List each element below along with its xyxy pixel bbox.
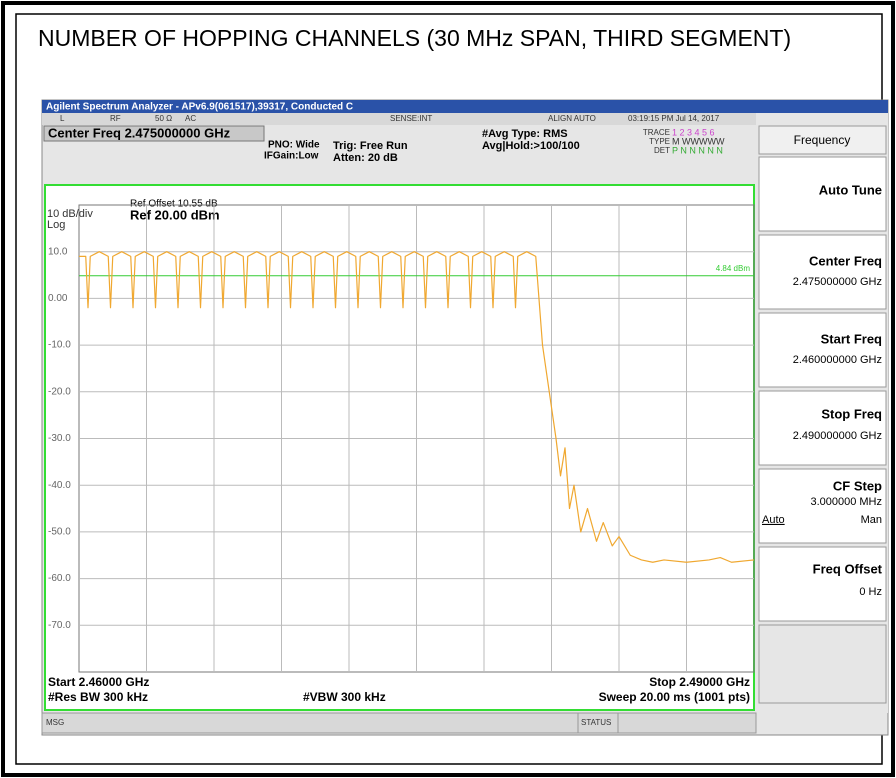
trig: Trig: Free Run (333, 140, 408, 152)
softkey-value: 2.460000000 GHz (793, 354, 882, 366)
vbw: #VBW 300 kHz (303, 690, 386, 704)
avg-hold: Avg|Hold:>100/100 (482, 140, 580, 152)
y-tick-label: 0.00 (48, 293, 68, 304)
sweep: Sweep 20.00 ms (1001 pts) (599, 690, 750, 704)
ifgain: IFGain:Low (264, 151, 319, 162)
softkey-value: 3.000000 MHz (810, 496, 882, 508)
det-label: DET (654, 146, 670, 155)
softkey-header (758, 125, 887, 155)
stop-freq: Stop 2.49000 GHz (649, 675, 750, 689)
y-tick-label: -60.0 (48, 573, 71, 584)
det-values: P N N N N N (672, 145, 723, 155)
softkey[interactable] (758, 546, 887, 622)
y-tick-label: -30.0 (48, 433, 71, 444)
softkey[interactable] (758, 312, 887, 388)
softkey-label: CF Step (833, 478, 882, 493)
status-item: AC (185, 114, 196, 123)
softkey-label: Center Freq (809, 253, 882, 268)
plot-frame (44, 184, 755, 711)
softkey-empty (758, 624, 887, 704)
status-item: 03:19:15 PM Jul 14, 2017 (628, 114, 720, 123)
softkey-label: Stop Freq (821, 406, 882, 421)
softkey-auto: Auto (762, 514, 785, 526)
status-item: 50 Ω (155, 114, 172, 123)
status-item: SENSE:INT (390, 114, 432, 123)
y-tick-label: -10.0 (48, 340, 71, 351)
window-titlebar (42, 100, 888, 113)
title-box: NUMBER OF HOPPING CHANNELS (30 MHz SPAN,… (38, 25, 792, 51)
log-label: Log (47, 219, 65, 231)
display-line-label: 4.84 dBm (716, 264, 751, 273)
softkey[interactable] (758, 468, 887, 544)
msg: MSG (46, 718, 64, 727)
scale: 10 dB/div (47, 208, 93, 220)
res-bw: #Res BW 300 kHz (48, 690, 148, 704)
ref-level: Ref 20.00 dBm (130, 207, 220, 222)
window-title: Agilent Spectrum Analyzer - APv6.9(06151… (46, 102, 353, 113)
softkey-value: 2.475000000 GHz (793, 276, 882, 288)
softkey-menu: Frequency (794, 133, 851, 147)
msg-bar (41, 712, 757, 734)
softkey-man: Man (861, 514, 882, 526)
center-freq: Center Freq 2.475000000 GHz (48, 125, 231, 140)
trace-values: 1 2 3 4 5 6 (672, 127, 715, 137)
trace-label: TRACE (643, 128, 670, 137)
status-item: RF (110, 114, 121, 123)
plot: 10.0 0.00 -10.0 -20.0 -30.0 -40.0 -50.0 -60.0 -7… (48, 204, 755, 673)
softkey[interactable] (758, 156, 887, 232)
status-row (42, 113, 756, 125)
y-tick-label: -70.0 (48, 620, 71, 631)
softkey-label: Start Freq (821, 331, 882, 346)
softkey-label: Auto Tune (819, 182, 882, 197)
status-label: STATUS (581, 718, 611, 727)
type-label: TYPE (649, 137, 670, 146)
softkey-value: 0 Hz (859, 586, 882, 598)
start-freq: Start 2.46000 GHz (48, 675, 149, 689)
status-item: ALIGN AUTO (548, 114, 596, 123)
softkey[interactable] (758, 390, 887, 466)
document-title: NUMBER OF HOPPING CHANNELS (30 MHz SPAN,… (38, 25, 792, 51)
softkey-value: 2.490000000 GHz (793, 430, 882, 442)
ref-offset: Ref Offset 10.55 dB (130, 199, 218, 210)
softkey[interactable] (758, 234, 887, 310)
type-values: M WWWWW (672, 136, 725, 146)
avg-type: #Avg Type: RMS (482, 128, 568, 140)
y-tick-label: 10.0 (48, 246, 68, 257)
softkey-label: Freq Offset (813, 561, 883, 576)
center-freq-box (43, 125, 265, 142)
status-item: L (60, 114, 65, 123)
trace (79, 251, 755, 563)
y-tick-label: -40.0 (48, 480, 71, 491)
pno: PNO: Wide (268, 140, 320, 151)
y-tick-label: -50.0 (48, 527, 71, 538)
atten: Atten: 20 dB (333, 152, 398, 164)
y-tick-label: -20.0 (48, 386, 71, 397)
